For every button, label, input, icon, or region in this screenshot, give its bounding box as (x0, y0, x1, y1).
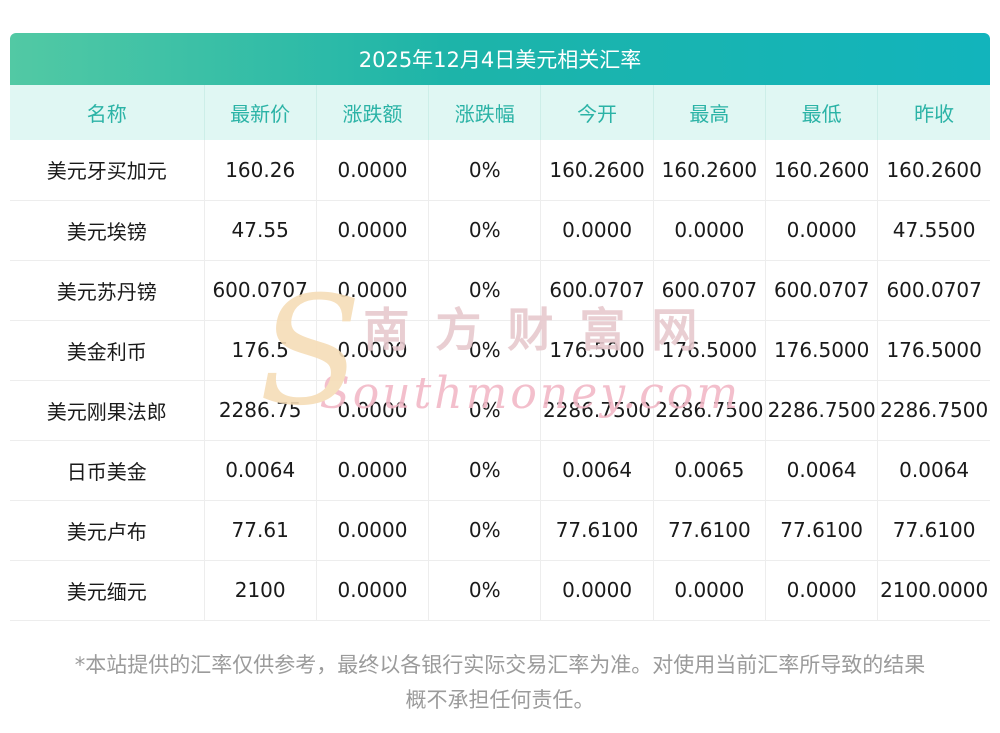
cell-open: 600.0707 (540, 260, 654, 321)
cell-change-amount: 0.0000 (316, 140, 430, 201)
cell-name: 美元苏丹镑 (10, 260, 205, 321)
cell-latest-price: 600.0707 (204, 260, 317, 321)
cell-latest-price: 2100 (204, 560, 317, 621)
cell-open: 0.0000 (540, 560, 654, 621)
cell-high: 160.2600 (653, 140, 767, 201)
cell-change-percent: 0% (428, 560, 542, 621)
cell-change-percent: 0% (428, 380, 542, 441)
cell-change-percent: 0% (428, 140, 542, 201)
cell-latest-price: 2286.75 (204, 380, 317, 441)
cell-change-percent: 0% (428, 440, 542, 501)
col-header-high: 最高 (653, 85, 767, 140)
cell-change-percent: 0% (428, 320, 542, 381)
cell-low: 160.2600 (765, 140, 879, 201)
col-header-change-amount: 涨跌额 (316, 85, 430, 140)
cell-high: 0.0000 (653, 560, 767, 621)
cell-low: 0.0000 (765, 560, 879, 621)
cell-open: 176.5000 (540, 320, 654, 381)
cell-name: 美元牙买加元 (10, 140, 205, 201)
cell-name: 美元刚果法郎 (10, 380, 205, 441)
cell-change-amount: 0.0000 (316, 200, 430, 261)
disclaimer-line2: 概不承担任何责任。 (405, 688, 595, 712)
cell-prev-close: 2286.7500 (877, 380, 990, 441)
cell-open: 160.2600 (540, 140, 654, 201)
table-row: 美元埃镑 47.55 0.0000 0% 0.0000 0.0000 0.000… (10, 200, 990, 261)
col-header-change-percent: 涨跌幅 (428, 85, 542, 140)
cell-prev-close: 160.2600 (877, 140, 990, 201)
table-row: 美元刚果法郎 2286.75 0.0000 0% 2286.7500 2286.… (10, 380, 990, 441)
cell-prev-close: 2100.0000 (877, 560, 990, 621)
cell-low: 2286.7500 (765, 380, 879, 441)
cell-open: 0.0064 (540, 440, 654, 501)
disclaimer-line1: *本站提供的汇率仅供参考，最终以各银行实际交易汇率为准。对使用当前汇率所导致的结… (74, 653, 926, 677)
cell-low: 0.0064 (765, 440, 879, 501)
cell-low: 77.6100 (765, 500, 879, 561)
cell-latest-price: 47.55 (204, 200, 317, 261)
cell-change-amount: 0.0000 (316, 320, 430, 381)
header-row: 名称 最新价 涨跌额 涨跌幅 今开 最高 最低 昨收 (10, 85, 990, 140)
col-header-name: 名称 (10, 85, 205, 140)
cell-latest-price: 176.5 (204, 320, 317, 381)
cell-low: 176.5000 (765, 320, 879, 381)
cell-name: 美元卢布 (10, 500, 205, 561)
table-row: 美元卢布 77.61 0.0000 0% 77.6100 77.6100 77.… (10, 500, 990, 561)
cell-prev-close: 600.0707 (877, 260, 990, 321)
cell-high: 0.0065 (653, 440, 767, 501)
cell-prev-close: 176.5000 (877, 320, 990, 381)
col-header-low: 最低 (765, 85, 879, 140)
cell-high: 176.5000 (653, 320, 767, 381)
cell-open: 0.0000 (540, 200, 654, 261)
table-row: 美金利币 176.5 0.0000 0% 176.5000 176.5000 1… (10, 320, 990, 381)
cell-high: 600.0707 (653, 260, 767, 321)
cell-change-amount: 0.0000 (316, 380, 430, 441)
col-header-prev-close: 昨收 (877, 85, 990, 140)
table-row: 美元缅元 2100 0.0000 0% 0.0000 0.0000 0.0000… (10, 560, 990, 621)
cell-change-percent: 0% (428, 260, 542, 321)
cell-low: 600.0707 (765, 260, 879, 321)
cell-name: 美金利币 (10, 320, 205, 381)
cell-change-amount: 0.0000 (316, 560, 430, 621)
cell-open: 2286.7500 (540, 380, 654, 441)
cell-change-percent: 0% (428, 500, 542, 561)
table-title-bar: 2025年12月4日美元相关汇率 (10, 33, 990, 85)
cell-prev-close: 77.6100 (877, 500, 990, 561)
cell-low: 0.0000 (765, 200, 879, 261)
disclaimer: *本站提供的汇率仅供参考，最终以各银行实际交易汇率为准。对使用当前汇率所导致的结… (0, 648, 1000, 718)
cell-name: 日币美金 (10, 440, 205, 501)
col-header-latest-price: 最新价 (204, 85, 317, 140)
cell-prev-close: 0.0064 (877, 440, 990, 501)
cell-latest-price: 0.0064 (204, 440, 317, 501)
cell-high: 77.6100 (653, 500, 767, 561)
cell-latest-price: 77.61 (204, 500, 317, 561)
cell-name: 美元埃镑 (10, 200, 205, 261)
cell-change-amount: 0.0000 (316, 500, 430, 561)
rates-table-card: 2025年12月4日美元相关汇率 名称 最新价 涨跌额 涨跌幅 今开 最高 最低… (10, 33, 990, 621)
col-header-open: 今开 (540, 85, 654, 140)
cell-change-amount: 0.0000 (316, 260, 430, 321)
cell-high: 0.0000 (653, 200, 767, 261)
table-row: 日币美金 0.0064 0.0000 0% 0.0064 0.0065 0.00… (10, 440, 990, 501)
cell-prev-close: 47.5500 (877, 200, 990, 261)
table-row: 美元苏丹镑 600.0707 0.0000 0% 600.0707 600.07… (10, 260, 990, 321)
rates-table: 名称 最新价 涨跌额 涨跌幅 今开 最高 最低 昨收 美元牙买加元 160.26… (10, 85, 990, 621)
cell-change-amount: 0.0000 (316, 440, 430, 501)
table-title: 2025年12月4日美元相关汇率 (358, 48, 642, 72)
cell-open: 77.6100 (540, 500, 654, 561)
cell-high: 2286.7500 (653, 380, 767, 441)
cell-latest-price: 160.26 (204, 140, 317, 201)
cell-name: 美元缅元 (10, 560, 205, 621)
table-row: 美元牙买加元 160.26 0.0000 0% 160.2600 160.260… (10, 140, 990, 201)
cell-change-percent: 0% (428, 200, 542, 261)
